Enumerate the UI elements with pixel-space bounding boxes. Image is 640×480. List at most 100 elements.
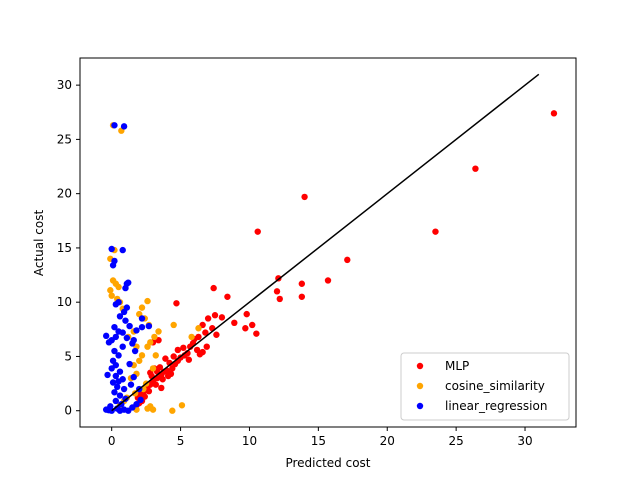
point-linear-regression-51 [130,373,137,381]
x-tick-label-15: 15 [311,434,326,448]
legend-label-cosine-similarity: cosine_similarity [445,379,545,393]
x-tick-label-20: 20 [380,434,395,448]
point-cosine-similarity-41 [149,406,157,413]
point-MLP-10 [276,295,283,303]
legend-frame [400,352,570,421]
point-MLP-15 [243,310,250,318]
point-MLP-64 [145,387,153,395]
point-MLP-53 [170,353,177,360]
point-linear-regression-13 [122,317,129,324]
point-linear-regression-25 [123,334,131,342]
y-axis-label: Actual cost [32,210,46,277]
legend-marker-cosine-similarity [416,382,424,390]
point-MLP-70 [167,370,175,378]
point-MLP-19 [231,319,238,327]
series-cosine-similarity [107,122,202,414]
legend-label-MLP: MLP [445,359,469,373]
reference-line [111,73,540,412]
legend-items: MLP cosine_similarity linear_regression [416,359,547,413]
point-linear-regression-12 [116,313,124,320]
point-cosine-similarity-12 [144,297,151,305]
point-linear-regression-15 [145,322,153,330]
point-MLP-8 [324,277,332,284]
point-MLP-22 [204,315,212,322]
x-tick-label-0: 0 [108,434,116,448]
point-MLP-71 [185,356,193,363]
y-tick-label-15: 15 [57,241,72,255]
point-cosine-similarity-8 [108,292,115,299]
point-MLP-62 [159,376,166,383]
point-MLP-27 [213,331,220,338]
plot-frame [79,57,577,428]
legend-label-linear-regression: linear_regression [445,399,547,413]
point-MLP-4 [254,228,261,235]
point-linear-regression-62 [130,336,137,344]
x-tick-label-10: 10 [242,434,257,448]
point-linear-regression-36 [109,379,117,386]
point-MLP-63 [152,381,159,388]
y-tick-label-0: 0 [64,404,72,418]
point-linear-regression-37 [114,383,121,391]
point-cosine-similarity-6 [115,283,122,291]
x-tick-label-25: 25 [448,434,463,448]
x-axis-label: Predicted cost [285,456,370,470]
point-MLP-1 [472,165,479,172]
point-linear-regression-53 [131,347,139,355]
reference-line-layer [111,73,540,412]
point-linear-regression-52 [126,360,133,368]
point-cosine-similarity-22 [170,321,177,329]
series-layer [102,110,558,414]
point-MLP-12 [210,284,217,292]
point-linear-regression-58 [125,407,132,414]
point-MLP-25 [202,329,209,336]
point-MLP-3 [301,193,308,201]
point-cosine-similarity-21 [152,352,159,359]
point-linear-regression-61 [104,371,111,379]
point-linear-regression-17 [133,327,140,334]
point-linear-regression-7 [122,284,129,292]
point-MLP-11 [298,293,306,300]
point-MLP-14 [173,300,180,307]
point-MLP-9 [273,288,281,295]
point-linear-regression-39 [111,389,118,396]
point-linear-regression-1 [120,123,128,130]
point-cosine-similarity-29 [136,357,143,364]
point-MLP-13 [224,293,231,300]
point-MLP-17 [253,330,260,337]
point-linear-regression-64 [112,301,120,308]
point-linear-regression-48 [133,401,140,408]
point-linear-regression-29 [115,352,122,359]
point-MLP-54 [162,355,169,362]
point-cosine-similarity-24 [188,333,195,341]
point-MLP-32 [180,344,187,351]
point-cosine-similarity-44 [144,405,151,412]
point-linear-regression-38 [120,385,128,393]
series-MLP [133,110,558,409]
point-MLP-0 [550,110,558,117]
y-tick-label-10: 10 [57,295,72,309]
point-linear-regression-34 [112,372,120,380]
legend-marker-MLP [416,362,424,370]
point-MLP-5 [344,256,351,264]
legend: MLP cosine_similarity linear_regression [400,352,570,421]
point-linear-regression-40 [116,392,124,399]
point-cosine-similarity-23 [195,325,202,332]
y-tick-label-30: 30 [57,78,72,92]
point-MLP-31 [203,343,210,350]
point-linear-regression-2 [119,246,126,254]
point-linear-regression-42 [112,397,120,405]
y-tick-label-25: 25 [57,132,72,146]
point-MLP-37 [169,365,176,372]
point-cosine-similarity-18 [151,333,158,341]
point-linear-regression-49 [137,396,144,404]
point-linear-regression-60 [127,381,135,388]
point-MLP-18 [242,325,249,332]
point-cosine-similarity-43 [178,402,186,409]
series-linear-regression [102,122,153,414]
point-linear-regression-28 [111,347,118,355]
point-linear-regression-3 [108,245,115,253]
point-linear-regression-18 [111,323,118,331]
point-linear-regression-5 [109,262,117,269]
point-MLP-7 [298,280,306,287]
